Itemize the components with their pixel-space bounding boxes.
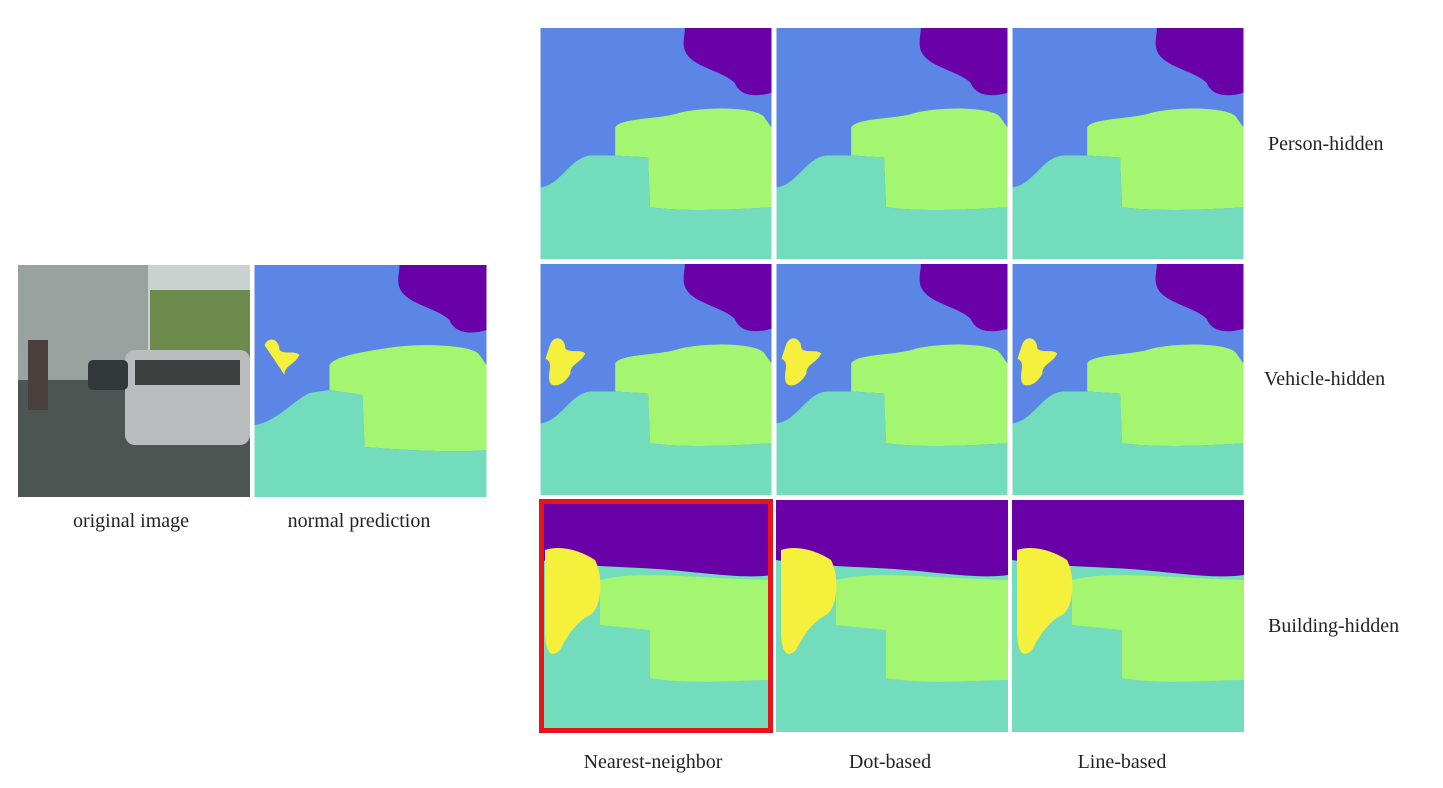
input-label: original image — [73, 510, 189, 532]
segmentation-map — [777, 264, 1008, 495]
segmentation-map — [776, 28, 1008, 259]
input-label: normal prediction — [288, 510, 431, 532]
segmentation-map — [1013, 264, 1244, 495]
segmentation-map — [541, 264, 772, 495]
segmentation-map — [540, 500, 772, 732]
segmentation-map — [540, 28, 772, 259]
row-label: Person-hidden — [1268, 133, 1384, 155]
row-label: Vehicle-hidden — [1264, 368, 1385, 390]
segmentation-map — [1012, 28, 1244, 259]
original-image — [18, 265, 250, 497]
column-label: Nearest-neighbor — [584, 751, 723, 773]
row-label: Building-hidden — [1268, 615, 1399, 637]
highlight-border — [539, 499, 773, 733]
column-label: Line-based — [1078, 751, 1167, 773]
segmentation-map — [776, 500, 1008, 732]
column-label: Dot-based — [849, 751, 931, 773]
normal-prediction-map — [254, 265, 487, 497]
segmentation-map — [1012, 500, 1244, 732]
